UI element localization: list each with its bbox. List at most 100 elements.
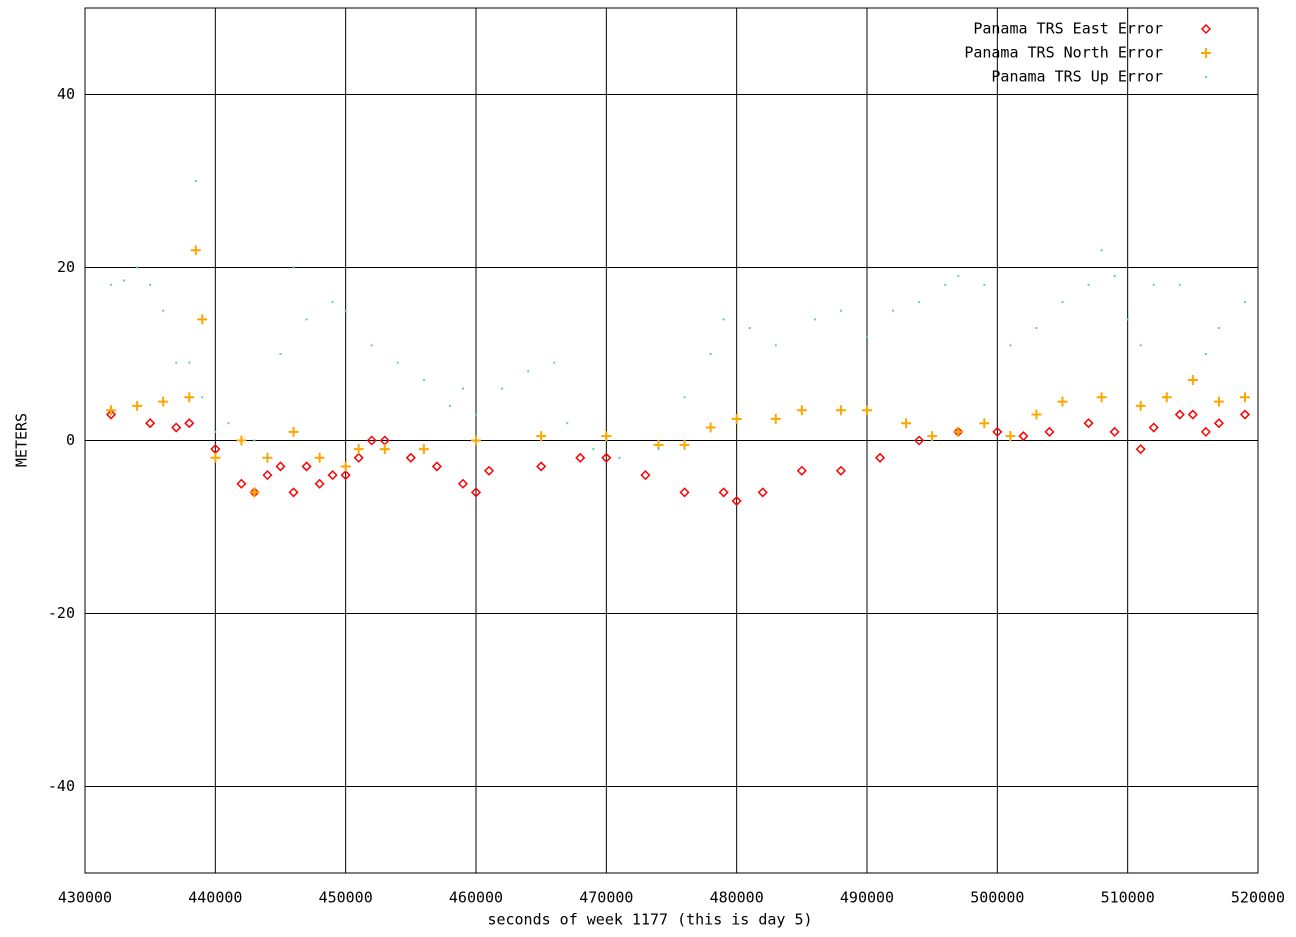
point <box>1087 283 1090 286</box>
point <box>679 487 690 498</box>
point <box>1239 409 1251 420</box>
point <box>575 452 586 463</box>
x-tick-label: 460000 <box>449 889 503 907</box>
point <box>184 418 195 429</box>
point <box>709 353 712 355</box>
point <box>1083 418 1094 429</box>
point <box>892 309 895 312</box>
point <box>379 444 390 455</box>
point <box>106 409 117 420</box>
point <box>340 470 351 481</box>
point <box>1035 327 1038 330</box>
x-tick-label: 470000 <box>579 889 633 907</box>
point <box>197 314 208 325</box>
point <box>796 465 807 476</box>
x-tick-label: 450000 <box>319 889 373 907</box>
point <box>914 435 925 446</box>
point <box>1057 396 1068 407</box>
point <box>1126 318 1129 321</box>
x-axis-label: seconds of week 1177 (this is day 5) <box>487 911 812 929</box>
point <box>262 470 273 481</box>
legend-label: Panama TRS North Error <box>964 44 1163 62</box>
point <box>1213 418 1224 429</box>
point <box>1018 431 1029 442</box>
point <box>340 461 351 472</box>
point <box>188 361 191 364</box>
point <box>705 422 716 433</box>
point <box>1044 426 1055 437</box>
point <box>1031 409 1042 420</box>
point <box>327 470 338 481</box>
point <box>1005 431 1016 442</box>
point <box>236 435 247 446</box>
point <box>722 318 725 321</box>
legend-marker <box>1201 48 1211 58</box>
point <box>171 422 182 433</box>
point <box>1009 344 1012 347</box>
point <box>770 413 781 424</box>
point <box>1139 344 1142 347</box>
point <box>536 461 547 472</box>
point <box>288 487 299 498</box>
point <box>132 400 143 411</box>
point <box>314 452 325 463</box>
point <box>475 413 477 416</box>
legend-label: Panama TRS Up Error <box>991 68 1163 86</box>
point <box>992 426 1003 437</box>
point <box>471 435 481 446</box>
point <box>123 279 126 282</box>
point <box>1174 409 1185 420</box>
point <box>657 448 660 451</box>
point <box>353 452 364 463</box>
x-tick-label: 500000 <box>970 889 1024 907</box>
point <box>731 413 742 424</box>
point <box>1200 426 1211 437</box>
point <box>405 452 416 463</box>
point <box>1243 301 1246 304</box>
point <box>1113 275 1116 278</box>
point <box>983 283 986 286</box>
y-tick-label: 40 <box>57 85 75 103</box>
point <box>158 396 169 407</box>
point <box>288 426 299 437</box>
point <box>331 301 334 304</box>
point <box>1187 374 1198 385</box>
point <box>184 392 195 403</box>
point <box>796 405 807 416</box>
point <box>1096 392 1107 403</box>
point <box>874 452 886 463</box>
point <box>1152 283 1155 286</box>
point <box>862 405 872 416</box>
point <box>431 461 442 472</box>
x-tick-label: 480000 <box>710 889 764 907</box>
point <box>835 405 846 416</box>
point <box>774 344 777 347</box>
x-tick-label: 520000 <box>1231 889 1285 907</box>
point <box>210 452 221 463</box>
point <box>957 275 960 278</box>
point <box>175 361 178 364</box>
point <box>292 266 295 269</box>
point <box>1109 426 1120 437</box>
point <box>601 452 612 463</box>
point <box>370 344 373 347</box>
point <box>279 353 282 355</box>
point <box>1061 301 1064 304</box>
point <box>918 301 921 304</box>
point <box>418 444 429 455</box>
y-tick-label: 0 <box>66 431 75 449</box>
point <box>566 422 569 425</box>
point <box>214 430 217 433</box>
point <box>194 180 197 182</box>
point <box>839 309 842 312</box>
point <box>718 487 729 498</box>
point <box>944 283 947 286</box>
point <box>470 487 482 498</box>
point <box>527 370 530 373</box>
point <box>227 422 230 425</box>
point <box>1135 444 1146 455</box>
point <box>422 378 425 381</box>
point <box>1239 392 1250 403</box>
plot-frame <box>84 7 1259 874</box>
